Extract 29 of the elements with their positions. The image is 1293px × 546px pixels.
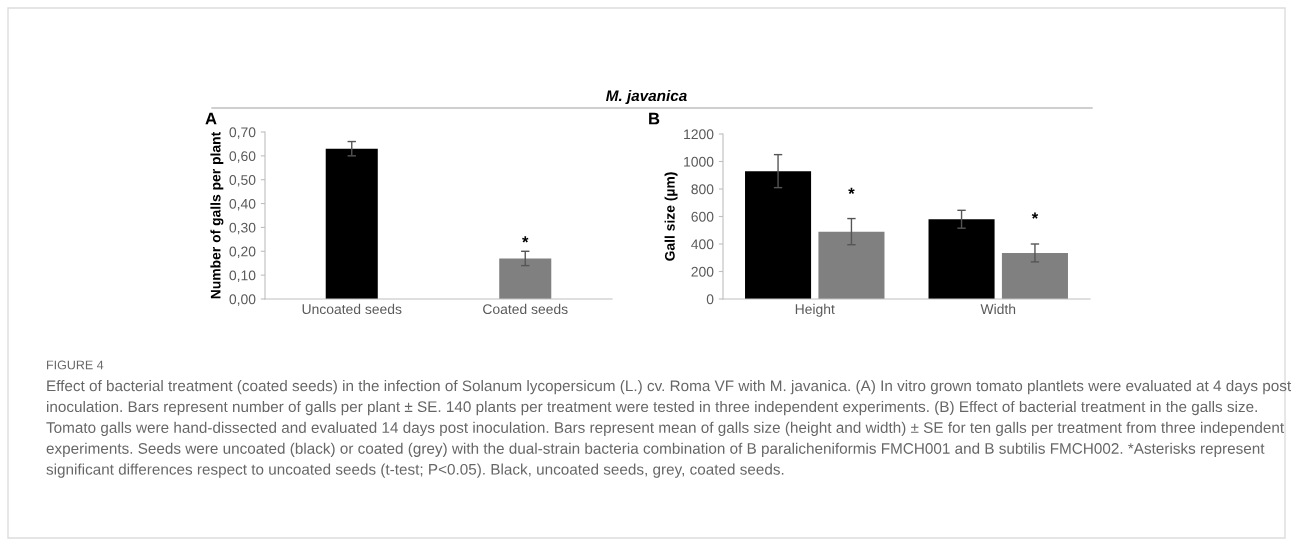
y-tick-label: 200	[691, 266, 714, 277]
y-tick-label: 0,50	[229, 175, 256, 187]
text: Effect of bacterial treatment (coated seeds) in the infection of Solanum lycopersicum (L.) cv. Roma VF with M. javanica. (A) In vitro grown tomato plantlets were evaluated at 4 days post inoculation. Bars represent number of galls per plant ± SE. 140 plants per treatment were tested in three independent experiments. (B) Effect of bacterial treatment in the galls size. Tomato galls were hand-dissected and evaluated 14 days post inoculation. Bars represent mean of galls size (height and width) ± SE for ten galls per treatment from three independent experiments. Seeds were uncoated (black) or coated (grey) with the dual-strain bacteria combination of B paralicheniformis FMCH001 and B subtilis FMCH002. *Asterisks represent significant differences respect to uncoated seeds (t-test; P<0.05). Black, uncoated seeds, grey, coated seeds.	[46, 380, 1292, 478]
annotation: *	[522, 236, 529, 243]
y-tick-label: 0,70	[229, 127, 256, 139]
y-tick-label: 0,00	[229, 294, 256, 306]
y-tick-label: 0,40	[229, 198, 256, 211]
y-tick-label: 0,30	[229, 222, 256, 235]
annotation: *	[1031, 212, 1039, 219]
text: B	[649, 112, 660, 125]
y-tick-label: 0,20	[229, 246, 256, 259]
y-tick-label: 800	[691, 184, 714, 195]
text: A	[205, 112, 217, 125]
y-tick-label: 0	[706, 294, 714, 305]
y-axis-title: Number of galls per plant	[210, 131, 224, 299]
y-tick-label: 0,10	[229, 270, 256, 282]
annotation: *	[848, 187, 855, 195]
y-tick-label: 600	[691, 211, 714, 222]
caption: FIGURE 4	[47, 360, 104, 370]
y-tick-label: 1200	[684, 129, 714, 140]
y-tick-label: 400	[691, 239, 714, 250]
x-tick-label: Coated seeds	[483, 303, 568, 315]
x-tick-label: Uncoated seeds	[302, 303, 402, 315]
x-tick-label: Height	[795, 303, 835, 317]
y-tick-label: 1000	[684, 156, 714, 167]
y-axis-title: Gall size (µm)	[664, 172, 678, 261]
x-tick-label: Width	[980, 303, 1016, 315]
y-tick-label: 0,60	[229, 151, 256, 163]
text: M. javanica	[606, 89, 687, 105]
